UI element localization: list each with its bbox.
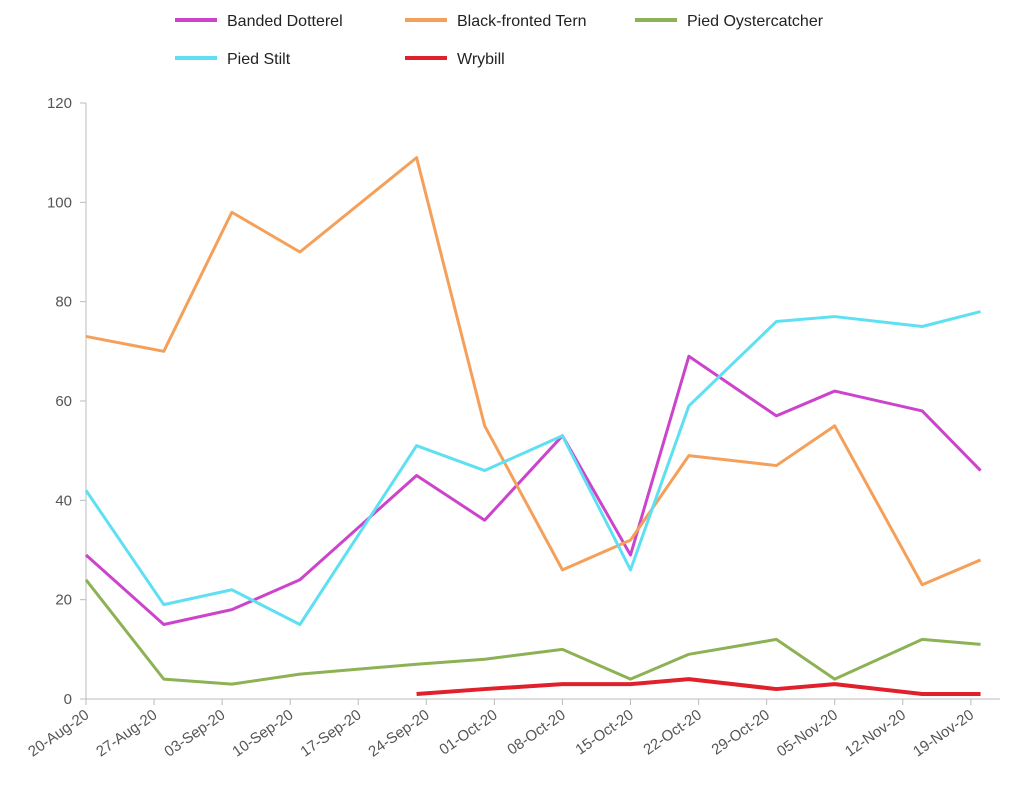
series-line [84,578,981,686]
x-tick-label: 24-Sep-20 [365,706,432,760]
x-tick-label: 08-Oct-20 [504,706,568,758]
series-line [85,354,982,626]
series-line [416,677,981,697]
x-tick-label: 10-Sep-20 [229,706,296,760]
x-tick-label: 19-Nov-20 [910,706,977,760]
legend-label: Black-fronted Tern [457,13,587,30]
x-tick-label: 05-Nov-20 [774,706,841,760]
legend: Banded Dotterel Black-fronted Tern Pied Oy… [175,13,824,68]
y-tick-label: 100 [47,194,72,211]
y-tick-label: 80 [55,294,72,311]
x-tick-label: 17-Sep-20 [297,706,364,760]
legend-label: Wrybill [457,51,505,68]
y-tick-label: 20 [55,592,72,609]
series-line [85,156,982,587]
legend-label: Pied Stilt [227,51,291,68]
legend-label: Banded Dotterel [227,13,343,30]
y-tick-label: 0 [64,691,72,708]
y-tick-label: 40 [55,492,72,509]
x-tick-label: 27-Aug-20 [93,706,160,760]
series-line [84,310,981,626]
x-tick-label: 15-Oct-20 [572,706,636,758]
y-tick-label: 120 [47,95,72,112]
x-tick-label: 12-Nov-20 [842,706,909,760]
y-tick-label: 60 [55,393,72,410]
x-tick-label: 01-Oct-20 [436,706,500,758]
legend-label: Pied Oystercatcher [687,13,824,30]
x-tick-label: 03-Sep-20 [161,706,228,760]
x-tick-label: 20-Aug-20 [25,706,92,760]
x-tick-label: 22-Oct-20 [640,706,704,758]
x-tick-label: 29-Oct-20 [709,706,773,758]
